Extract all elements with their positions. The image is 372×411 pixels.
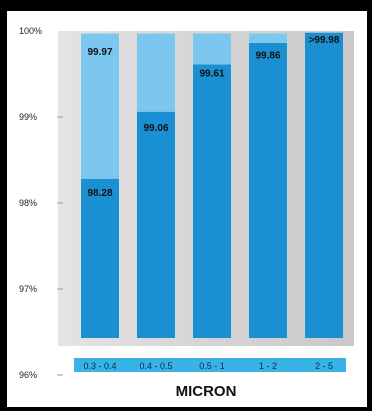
y-tick-label: 100% — [19, 26, 42, 36]
category-label: 0.3 - 0.4 — [83, 361, 117, 371]
bar-value-label: 99.97 — [87, 47, 112, 58]
bar-value-label: 99.06 — [143, 123, 168, 134]
y-tick-label: 96% — [19, 370, 37, 380]
bar-lower-segment — [81, 178, 119, 338]
bar-value-label: >99.98 — [309, 35, 340, 46]
bar-value-label: 99.86 — [255, 51, 280, 62]
bar-lower-segment — [249, 43, 287, 338]
bar-value-label: 98.28 — [87, 188, 112, 199]
category-label: 0.4 - 0.5 — [139, 361, 173, 371]
bar-lower-segment — [137, 111, 175, 338]
bar-value-label: 99.61 — [199, 69, 224, 80]
category-strip — [74, 358, 346, 372]
x-axis-title: MICRON — [175, 383, 237, 400]
bar-upper-segment — [249, 33, 287, 44]
y-tick-label: 98% — [19, 198, 37, 208]
bar-upper-segment — [137, 33, 175, 112]
category-label: 0.5 - 1 — [199, 361, 225, 371]
bar-upper-segment — [81, 33, 119, 179]
y-tick-label: 97% — [19, 284, 37, 294]
category-label: 1 - 2 — [258, 361, 277, 371]
bar-upper-segment — [193, 33, 231, 65]
bar-lower-segment — [305, 32, 343, 338]
bar-lower-segment — [193, 64, 231, 338]
category-label: 2 - 5 — [314, 361, 333, 371]
y-tick-label: 99% — [19, 112, 37, 122]
